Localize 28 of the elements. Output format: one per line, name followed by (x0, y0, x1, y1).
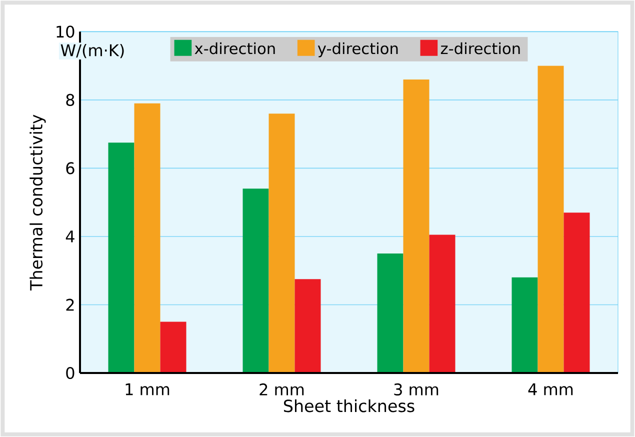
x-tick-label: 4 mm (528, 383, 573, 396)
bar (242, 188, 269, 374)
y-tick-label: 6 (66, 162, 74, 174)
y-axis-title: Thermal conductivity (30, 114, 46, 290)
legend-label: x-direction (194, 42, 275, 54)
x-tick-label: 2 mm (260, 383, 304, 396)
y-tick-label: 2 (66, 298, 74, 311)
bar (538, 66, 564, 374)
y-tick-label: 4 (66, 230, 74, 242)
legend-label: z-direction (440, 42, 520, 54)
bar (403, 79, 430, 374)
x-tick-label: 1 mm (126, 383, 170, 396)
y-tick-label: 8 (66, 94, 74, 106)
annotation: W/(m·K) (60, 44, 124, 58)
bar (512, 277, 538, 374)
x-tick-label: 3 mm (394, 383, 438, 396)
bar (160, 322, 186, 374)
legend-label: y-direction (318, 42, 398, 58)
x-axis-title: Sheet thickness (284, 399, 414, 412)
y-tick-label: 10 (56, 26, 74, 38)
bar (429, 234, 456, 374)
y-tick-label: 0 (66, 366, 74, 380)
bar (134, 103, 160, 374)
bar (377, 254, 404, 374)
bar (294, 279, 321, 374)
bar (268, 114, 295, 374)
bar (564, 212, 590, 374)
bar (108, 142, 134, 374)
